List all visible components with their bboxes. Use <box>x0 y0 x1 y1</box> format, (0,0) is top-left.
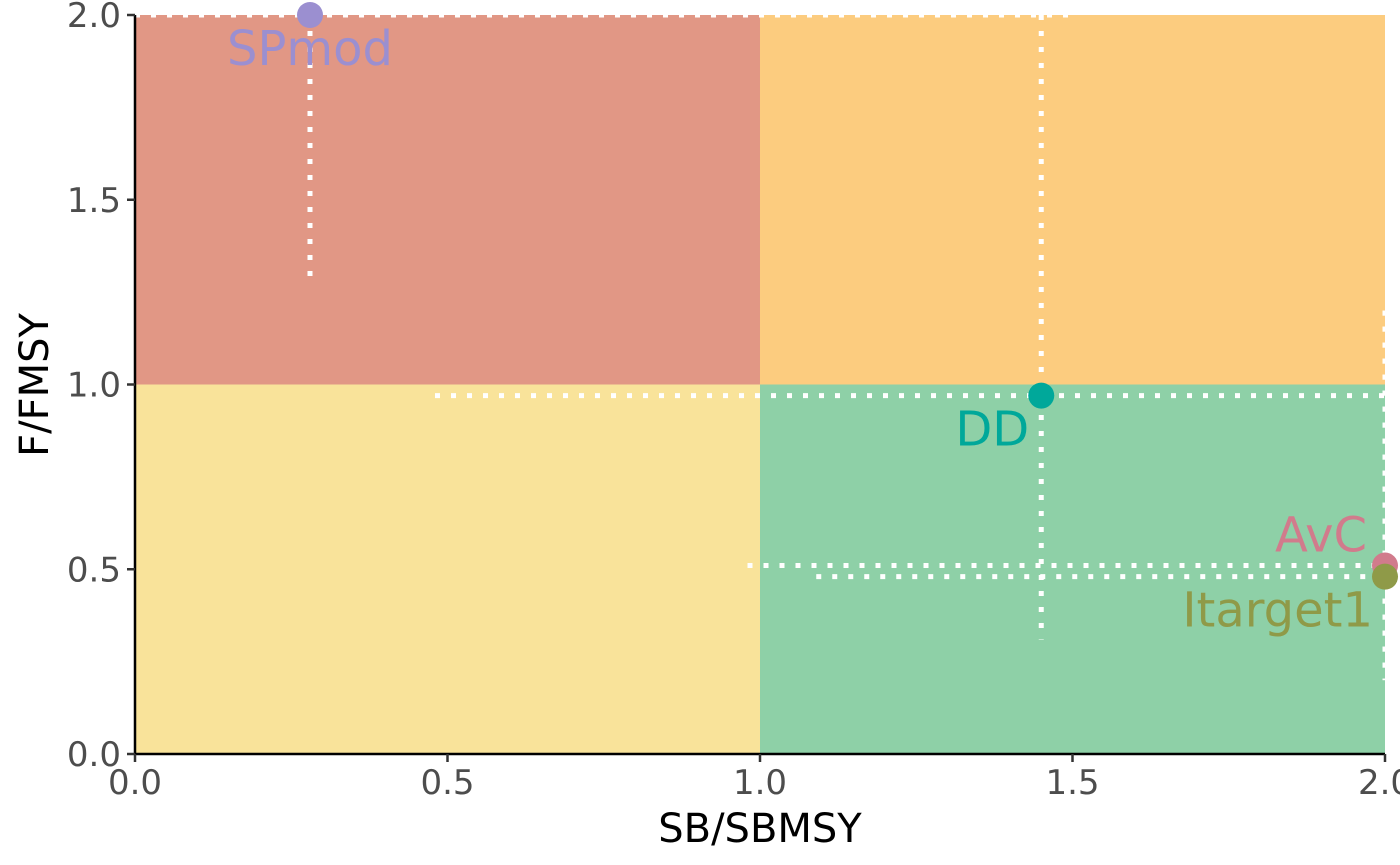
quadrant-layer <box>135 15 1385 754</box>
dd-point <box>1028 382 1055 409</box>
spmod-label: SPmod <box>227 21 393 77</box>
dd-label: DD <box>955 402 1029 458</box>
x-tick-label: 0.5 <box>420 763 474 803</box>
quadrant-top-right <box>760 15 1385 385</box>
x-tick-label: 0.0 <box>108 763 162 803</box>
interval-layer <box>135 12 1388 681</box>
x-axis-title: SB/SBMSY <box>658 806 862 852</box>
label-layer: SPmod DD AvC Itarget1 <box>227 21 1373 639</box>
quadrant-bottom-right <box>760 384 1385 754</box>
quadrant-bottom-left <box>135 384 760 754</box>
spmod-point <box>297 2 323 28</box>
axis-layer: 0.0 0.5 1.0 1.5 2.0 0.0 0.5 1.0 1.5 2.0 <box>67 0 1400 803</box>
point-layer <box>297 2 1398 590</box>
y-axis-title: F/FMSY <box>12 313 58 457</box>
y-tick-label: 1.0 <box>67 366 121 406</box>
y-tick-label: 2.0 <box>67 0 121 36</box>
avc-label: AvC <box>1275 508 1367 564</box>
y-tick-label: 0.5 <box>67 550 121 590</box>
y-tick-label: 0.0 <box>67 735 121 775</box>
x-tick-label: 1.0 <box>733 763 787 803</box>
y-tick-label: 1.5 <box>67 181 121 221</box>
quadrant-top-left <box>135 15 760 385</box>
itarget1-point <box>1372 563 1398 590</box>
itarget1-label: Itarget1 <box>1182 583 1373 639</box>
x-tick-label: 2.0 <box>1358 763 1400 803</box>
x-tick-label: 1.5 <box>1045 763 1099 803</box>
